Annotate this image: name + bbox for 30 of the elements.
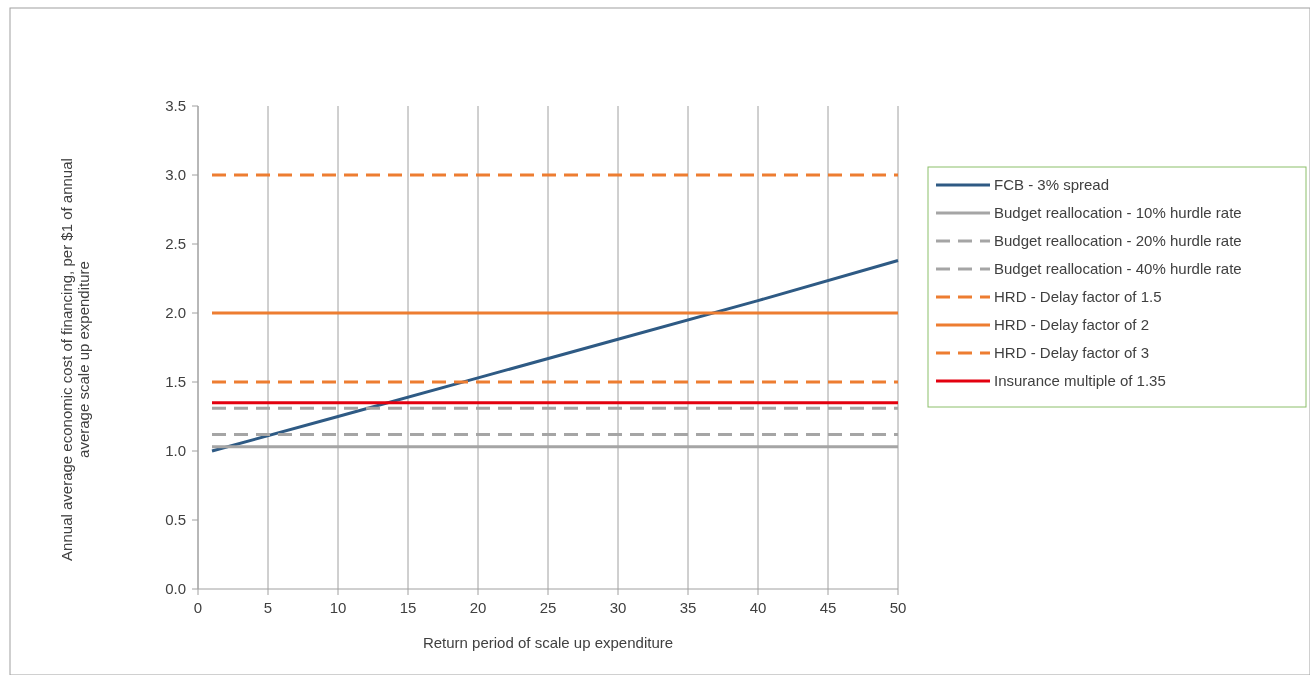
y-tick-label: 0.0 (165, 580, 186, 598)
line-series (210, 259, 900, 453)
legend-label: HRD - Delay factor of 2 (994, 316, 1150, 334)
legend-label: Budget reallocation - 20% hurdle rate (994, 232, 1242, 250)
legend-label: Budget reallocation - 10% hurdle rate (994, 204, 1242, 222)
x-tick-label: 5 (263, 599, 273, 616)
x-axis-title: Return period of scale up expenditure (422, 634, 674, 651)
y-tick-label: 0.5 (165, 511, 186, 529)
x-tick-label: 50 (889, 599, 907, 616)
legend-label: Insurance multiple of 1.35 (994, 372, 1166, 390)
legend-label: Budget reallocation - 40% hurdle rate (994, 260, 1242, 278)
y-tick-label: 1.0 (165, 442, 186, 460)
x-tick-label: 25 (539, 599, 557, 616)
x-tick-label: 0 (193, 599, 203, 616)
x-tick-label: 10 (329, 599, 347, 616)
legend-label: HRD - Delay factor of 1.5 (994, 288, 1162, 306)
x-tick-label: 15 (399, 599, 417, 616)
y-tick-label: 3.0 (165, 166, 186, 184)
x-tick-label: 30 (609, 599, 627, 616)
x-tick-label: 20 (469, 599, 487, 616)
y-tick-label: 1.5 (165, 373, 186, 391)
x-tick-label: 35 (679, 599, 697, 616)
y-axis-title: Annual average economic cost of financing, per $1 of annual average scale up expenditure (58, 158, 92, 561)
y-tick-label: 3.5 (165, 97, 186, 115)
x-tick-label: 40 (749, 599, 767, 616)
legend-label: FCB - 3% spread (994, 176, 1110, 194)
legend-label: HRD - Delay factor of 3 (994, 344, 1150, 362)
y-tick-label: 2.5 (165, 235, 186, 253)
x-tick-label: 45 (819, 599, 837, 616)
y-tick-label: 2.0 (165, 304, 186, 322)
